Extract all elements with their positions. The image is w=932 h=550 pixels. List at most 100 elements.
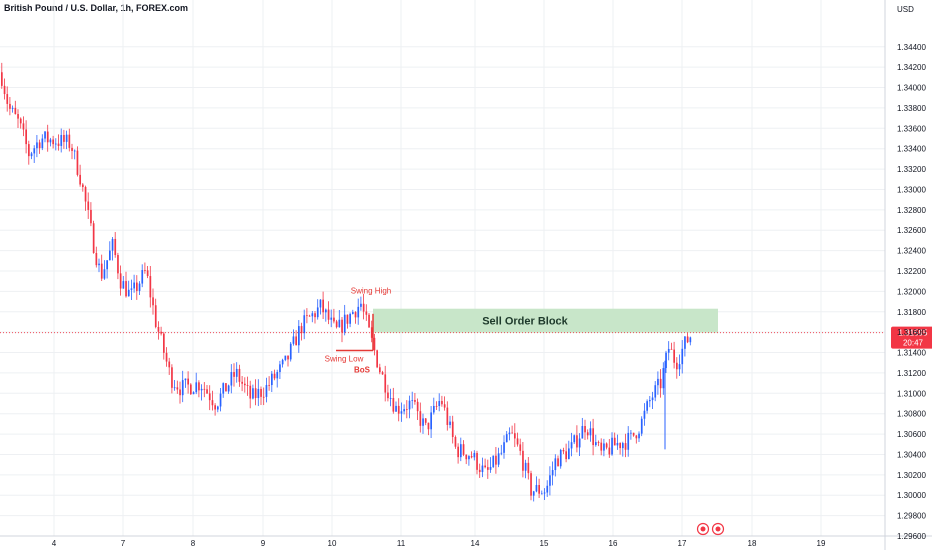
candle-body: [90, 209, 92, 224]
candle-body: [497, 453, 500, 465]
candle-body: [289, 343, 292, 360]
candle-body: [287, 355, 289, 360]
x-tick-label: 15: [540, 539, 549, 548]
candle-body: [514, 433, 516, 439]
candle-body: [392, 398, 395, 412]
candle-body: [519, 444, 522, 451]
candle-body: [360, 303, 362, 307]
candle-body: [646, 401, 648, 411]
candle-body: [640, 418, 643, 434]
candle-body: [541, 493, 543, 495]
candle-body: [146, 270, 149, 277]
y-tick-label: 1.33800: [897, 104, 926, 113]
y-tick-label: 1.31600: [897, 328, 926, 337]
candle-body: [468, 456, 470, 460]
candle-body: [676, 362, 678, 370]
economic-event-icon-dot: [700, 526, 706, 532]
candle-body: [500, 452, 503, 454]
candle-body: [181, 380, 184, 396]
candle-body: [362, 303, 365, 312]
candle-body: [76, 150, 79, 175]
candle-body: [422, 418, 424, 426]
candle-body: [403, 409, 405, 412]
candle-body: [152, 297, 154, 306]
candle-body: [33, 148, 36, 154]
candle-body: [306, 315, 308, 317]
candle-body: [538, 484, 540, 494]
candle-body: [65, 134, 68, 142]
candle-body: [173, 387, 176, 389]
candle-body: [95, 252, 98, 266]
candle-body: [103, 269, 106, 279]
y-tick-label: 1.30800: [897, 410, 926, 419]
candle-body: [117, 255, 119, 274]
candle-body: [92, 223, 95, 253]
candle-body: [319, 299, 322, 308]
candle-body: [157, 326, 160, 332]
y-tick-label: 1.31200: [897, 369, 926, 378]
candle-body: [368, 314, 370, 328]
candle-body: [473, 452, 476, 458]
candle-body: [3, 85, 6, 95]
candle-body: [46, 131, 49, 143]
candle-body: [341, 319, 343, 333]
candle-body: [576, 435, 578, 448]
candle-body: [203, 388, 206, 390]
candle-body: [605, 443, 608, 448]
candle-body: [657, 378, 659, 386]
candle-body: [424, 418, 427, 423]
candle-body: [295, 336, 297, 346]
candle-body: [144, 270, 146, 271]
candle-body: [87, 201, 90, 210]
candle-body: [30, 153, 33, 157]
candle-body: [192, 392, 195, 395]
candle-body: [505, 434, 508, 443]
candle-body: [149, 276, 152, 298]
candle-body: [335, 321, 338, 328]
candle-body: [659, 378, 662, 389]
candle-body: [136, 282, 138, 291]
candle-body: [111, 238, 114, 251]
candle-body: [14, 107, 17, 115]
candle-body: [584, 426, 586, 433]
candle-body: [665, 352, 667, 369]
candle-body: [557, 458, 559, 467]
candle-body: [119, 273, 122, 289]
candle-body: [608, 447, 611, 455]
order-block-label: Sell Order Block: [482, 316, 568, 328]
candle-body: [38, 142, 41, 149]
candle-body: [384, 374, 387, 393]
candle-body: [516, 438, 519, 445]
candle-body: [454, 436, 457, 447]
candle-body: [163, 333, 165, 353]
x-tick-label: 14: [471, 539, 480, 548]
candle-body: [613, 437, 616, 446]
y-tick-label: 1.33400: [897, 145, 926, 154]
candle-body: [562, 449, 565, 452]
candle-body: [141, 270, 144, 284]
candle-body: [441, 400, 443, 405]
y-tick-label: 1.29800: [897, 512, 926, 521]
sell-order-block: [373, 308, 718, 333]
bos-label: BoS: [354, 366, 371, 375]
candle-body: [460, 444, 462, 458]
candle-body: [443, 404, 446, 408]
candle-body: [416, 401, 419, 412]
candle-body: [527, 462, 530, 474]
x-tick-label: 17: [678, 539, 687, 548]
candle-body: [52, 139, 54, 145]
y-tick-label: 1.31400: [897, 349, 926, 358]
candle-body: [314, 313, 316, 318]
y-tick-label: 1.32800: [897, 206, 926, 215]
y-tick-label: 1.30400: [897, 450, 926, 459]
candle-body: [616, 442, 619, 446]
y-tick-label: 1.32000: [897, 287, 926, 296]
candle-body: [678, 364, 681, 370]
candle-body: [487, 467, 489, 470]
candle-body: [79, 174, 81, 185]
candle-body: [592, 428, 594, 446]
candle-body: [235, 368, 238, 377]
candle-body: [262, 396, 265, 398]
candle-body: [551, 470, 554, 476]
